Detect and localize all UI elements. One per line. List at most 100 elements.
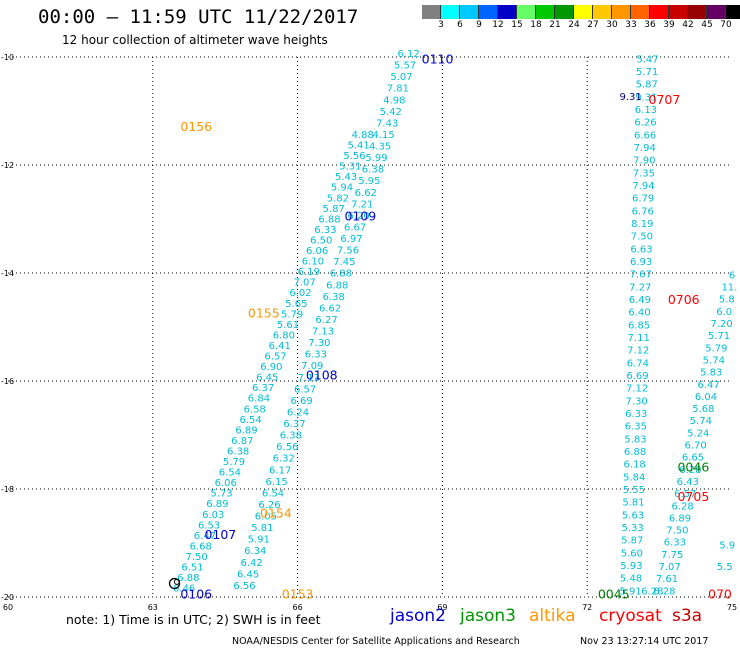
longitude-label: 66 — [293, 603, 303, 612]
legend-swatch — [650, 5, 669, 19]
color-legend — [422, 5, 740, 19]
swh-value: 7.07 — [658, 562, 680, 573]
swh-value: 6.33 — [305, 350, 327, 361]
swh-value: 6.28 — [641, 586, 663, 597]
mission-cryosat: cryosat — [599, 606, 662, 626]
swh-value: 6.17 — [269, 465, 291, 476]
swh-value: 5.43 — [335, 172, 357, 183]
legend-swatch — [441, 5, 460, 19]
legend-label: 12 — [492, 20, 504, 30]
swh-value: 6.65 — [682, 453, 704, 464]
mission-s3a: s3a — [672, 606, 703, 626]
page-subtitle: 12 hour collection of altimeter wave hei… — [62, 33, 328, 47]
swh-value: 5.87 — [621, 536, 643, 547]
swh-value: 6.51 — [181, 563, 203, 574]
swh-value: 6.05 — [255, 512, 277, 523]
swh-value: 6.38 — [362, 165, 384, 176]
generated-timestamp: Nov 23 13:27:14 UTC 2017 — [580, 636, 709, 647]
swh-value: 8.19 — [631, 219, 653, 230]
latitude-label: -14 — [1, 269, 14, 278]
legend-swatch — [726, 5, 740, 19]
swh-value: 5.24 — [687, 428, 709, 439]
swh-value: 5.81 — [622, 498, 644, 509]
swh-value: 4.35 — [369, 142, 391, 153]
swh-value: 7.94 — [632, 181, 654, 192]
swh-value: 6.20 — [348, 211, 370, 222]
swh-value: 6.41 — [269, 341, 291, 352]
latitude-label: -12 — [1, 161, 14, 170]
longitude-label: 72 — [582, 603, 592, 612]
swh-value: 5.82 — [327, 193, 349, 204]
swh-value: 5.8 — [719, 295, 735, 306]
swh-value: 5.83 — [700, 368, 722, 379]
swh-value: 5.91 — [620, 586, 642, 597]
swh-value: 6.38 — [280, 431, 302, 442]
swh-value: 5.74 — [703, 355, 725, 366]
swh-value: 5.41 — [347, 141, 369, 152]
swh-value: 6.88 — [624, 447, 646, 458]
swh-value: 6.50 — [310, 235, 332, 246]
legend-swatch — [460, 5, 479, 19]
swh-value: 7.35 — [633, 168, 655, 179]
swh-value: 6.03 — [202, 510, 224, 521]
swh-value: 6.63 — [630, 244, 652, 255]
swh-value: 6.49 — [629, 295, 651, 306]
swh-value: 6.18 — [624, 460, 646, 471]
swh-value: 6.45 — [256, 373, 278, 384]
legend-swatch — [574, 5, 593, 19]
pass-label: 0156 — [180, 119, 212, 134]
swh-value: 6.62 — [355, 188, 377, 199]
pass-label: 0106 — [180, 586, 212, 601]
swh-value: 7.81 — [387, 84, 409, 95]
swh-value: 5.84 — [623, 472, 645, 483]
swh-value: 7.07 — [293, 278, 315, 289]
pass-label: 0045 — [598, 586, 630, 601]
page-title: 00:00 – 11:59 UTC 11/22/2017 — [38, 6, 359, 28]
swh-value: 5.65 — [285, 299, 307, 310]
legend-label: 21 — [549, 20, 561, 30]
swh-value: 5.48 — [620, 574, 642, 585]
legend-swatch — [612, 5, 631, 19]
swh-value: 6.69 — [290, 396, 312, 407]
swh-value: 5.63 — [622, 510, 644, 521]
latitude-label: -18 — [1, 485, 14, 494]
swh-value: 5.56 — [343, 151, 365, 162]
swh-value: 6.76 — [632, 206, 654, 217]
longitude-label: 60 — [3, 603, 13, 612]
legend-label: 33 — [625, 20, 637, 30]
swh-value: 6.57 — [674, 489, 696, 500]
swh-value: 6.89 — [235, 425, 257, 436]
swh-value: 7.30 — [308, 338, 330, 349]
legend-label: 39 — [663, 20, 675, 30]
pass-label: 0705 — [677, 489, 709, 504]
longitude-label: 69 — [437, 603, 447, 612]
swh-value: 6.26 — [634, 118, 656, 129]
swh-value: 6.33 — [314, 225, 336, 236]
swh-value: 7.50 — [186, 552, 208, 563]
swh-value: 5.07 — [390, 72, 412, 83]
swh-value: 5.74 — [690, 416, 712, 427]
mission-jason3: jason3 — [460, 606, 516, 626]
swh-value: 5.95 — [358, 176, 380, 187]
swh-value: 6.28 — [671, 501, 693, 512]
swh-value: 6.06 — [306, 246, 328, 257]
latitude-label: -16 — [1, 377, 14, 386]
legend-label: 45 — [701, 20, 713, 30]
swh-value: 6.35 — [625, 422, 647, 433]
pass-label: 0107 — [204, 527, 236, 542]
swh-value: 6.79 — [632, 194, 654, 205]
pass-label: 0707 — [649, 92, 681, 107]
swh-value: 7.90 — [633, 156, 655, 167]
swh-value: 6.47 — [697, 380, 719, 391]
legend-swatch — [517, 5, 536, 19]
swh-value: 6.56 — [276, 442, 298, 453]
legend-swatch — [422, 5, 441, 19]
swh-value: 7.20 — [710, 319, 732, 330]
swh-value: 6.40 — [628, 308, 650, 319]
pass-label: 0706 — [668, 292, 700, 307]
swh-value: 6.56 — [233, 581, 255, 592]
swh-value: 5.60 — [621, 548, 643, 559]
legend-swatch — [593, 5, 612, 19]
swh-value: 6.13 — [635, 105, 657, 116]
